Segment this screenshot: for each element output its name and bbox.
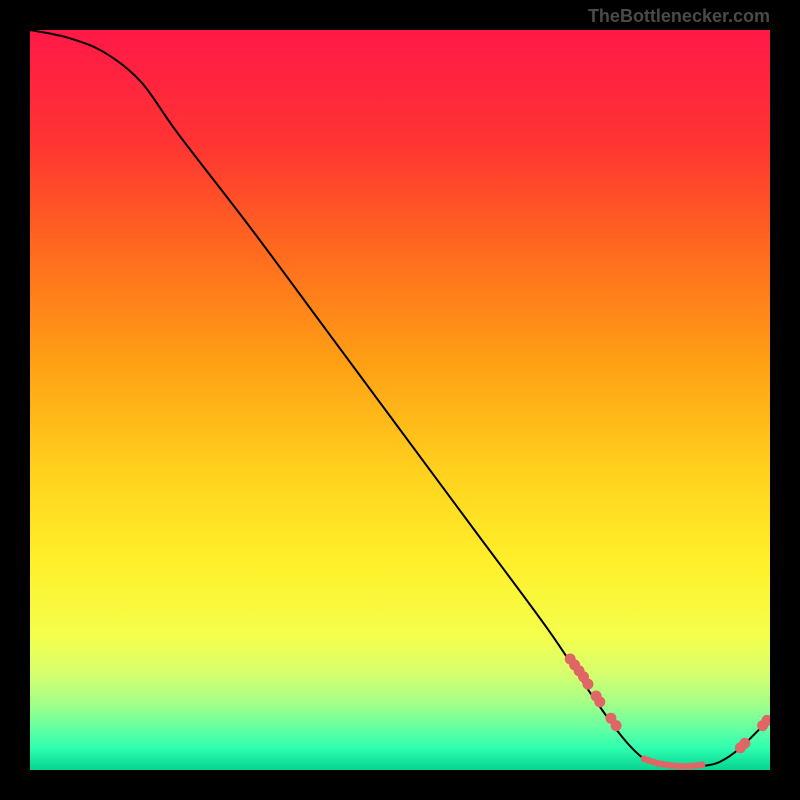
data-point bbox=[739, 738, 750, 749]
attribution-label: TheBottlenecker.com bbox=[588, 6, 770, 26]
chart-root: TheBottlenecker.com bbox=[0, 0, 800, 800]
data-point bbox=[698, 761, 705, 768]
data-point bbox=[594, 696, 605, 707]
plot-area bbox=[30, 30, 770, 770]
data-point bbox=[611, 720, 622, 731]
bottleneck-chart: TheBottlenecker.com bbox=[0, 0, 800, 800]
data-point bbox=[582, 679, 593, 690]
